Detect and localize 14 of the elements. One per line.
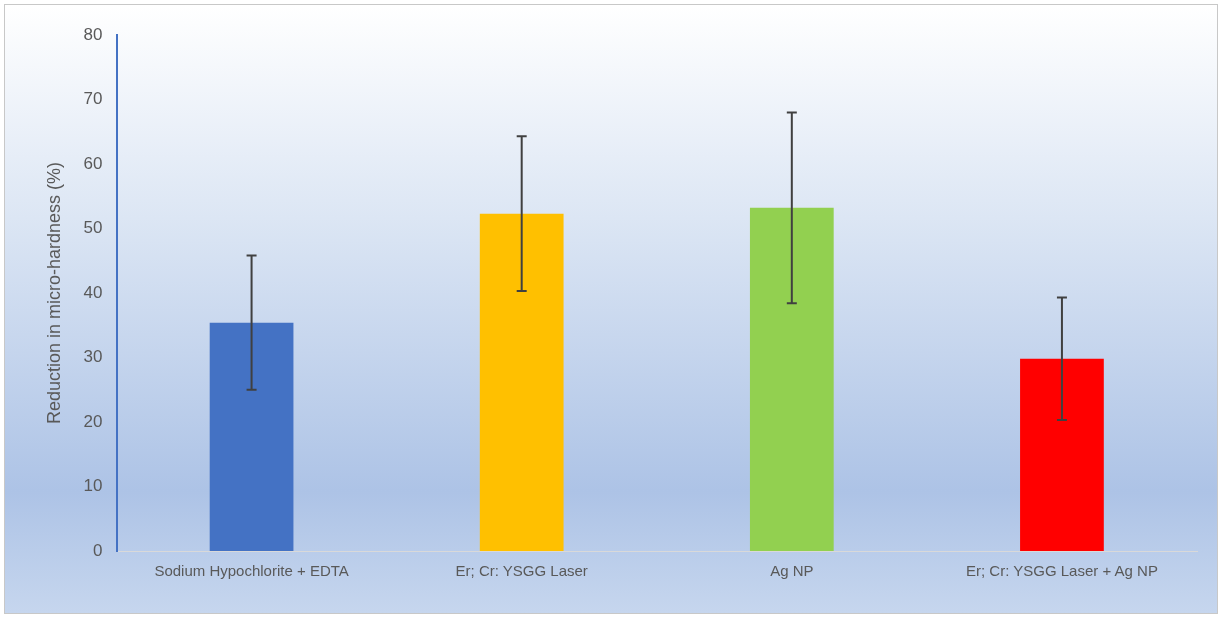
y-tick-label: 50 <box>83 218 103 238</box>
y-axis-title: Reduction in micro-hardness (%) <box>43 161 64 425</box>
y-tick-label: 60 <box>83 153 103 173</box>
y-tick-label: 10 <box>83 476 103 496</box>
x-tick-label: Ag NP <box>770 562 814 580</box>
y-tick-label: 0 <box>93 540 103 560</box>
y-tick-label: 40 <box>83 282 103 302</box>
x-tick-label: Er; Cr: YSGG Laser <box>455 562 588 580</box>
x-tick-label: Er; Cr: YSGG Laser + Ag NP <box>965 562 1158 580</box>
y-tick-label: 20 <box>83 411 103 431</box>
y-tick-label: 30 <box>83 347 103 367</box>
y-tick-label: 70 <box>83 89 103 109</box>
y-tick-label: 80 <box>83 24 103 44</box>
x-tick-label: Sodium Hypochlorite + EDTA <box>154 562 349 580</box>
